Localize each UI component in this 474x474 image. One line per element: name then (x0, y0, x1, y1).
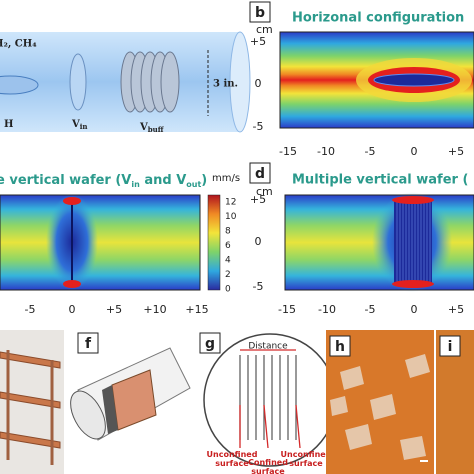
axes-frame (279, 31, 474, 129)
colorbar-tick-label: 8 (225, 227, 231, 237)
x-tick-label: -5 (365, 145, 376, 158)
surface-label-line: Unconfined (281, 450, 332, 459)
x-tick-label: -15 (278, 303, 296, 316)
axis-unit: cm (256, 185, 273, 198)
x-tick-label: -10 (317, 145, 335, 158)
panel-title: Multiple vertical wafer ( (292, 173, 468, 188)
panel-d: d Multiple vertical wafer ( cm (249, 162, 474, 292)
panel-g: g Distance Unconfined surface Confined surf… (199, 332, 337, 474)
panel-f: f (70, 332, 191, 441)
panel-label: b (255, 5, 265, 21)
surface-label-line: surface (215, 459, 249, 468)
y-tick-label: +5 (250, 35, 266, 48)
panel-i: i (436, 330, 474, 474)
panel-title: e vertical wafer (Vin and Vout) (0, 173, 207, 190)
title-subscript: out (186, 180, 201, 189)
axis-unit: cm (256, 23, 273, 36)
panel-label: h (335, 339, 345, 355)
part-label: H (4, 119, 13, 130)
panel-label: f (85, 336, 92, 352)
axes-frame (0, 194, 201, 291)
x-tick-label: 0 (69, 303, 76, 316)
x-tick-label: +15 (185, 303, 208, 316)
panel-label: g (205, 336, 215, 352)
title-part: ) (201, 173, 207, 188)
x-tick-label: -5 (25, 303, 36, 316)
part-labels: H Vin Vbuff (4, 119, 165, 135)
dimension: 3 in. (213, 79, 238, 90)
panel-title: Horizonal configuration (292, 11, 464, 26)
wafer (373, 73, 455, 87)
wafer (69, 53, 87, 111)
x-tick-label: 0 (411, 303, 418, 316)
hot-spot (63, 280, 81, 288)
colorbar-tick-label: 6 (225, 241, 231, 251)
surface-label-line: surface (289, 459, 323, 468)
x-tick-label: -15 (279, 145, 297, 158)
x-tick-label: 0 (411, 145, 418, 158)
axes-frame (284, 194, 474, 291)
x-tick-label: +5 (448, 303, 464, 316)
panel-e (0, 330, 64, 474)
part-label: V (71, 119, 80, 130)
y-tick-label: -5 (253, 120, 264, 133)
colorbar (207, 194, 221, 291)
holder (0, 75, 39, 95)
hot-spot (392, 280, 434, 288)
y-tick-label: -5 (253, 280, 264, 293)
surface-label: Confined surface (248, 458, 288, 474)
hot-spot (392, 196, 434, 204)
surface-label: Unconfined surface (281, 450, 332, 468)
part-label: V (139, 122, 148, 133)
heatmap (0, 195, 200, 290)
x-tick-label: -10 (318, 303, 336, 316)
distance-label: Distance (248, 342, 288, 352)
title-part: e vertical wafer (V (0, 173, 131, 188)
wafer-lines (396, 202, 431, 282)
x-tick-label: +10 (143, 303, 166, 316)
x-tick-label: +5 (448, 145, 464, 158)
panel-label: i (448, 339, 453, 355)
colorbar-tick-label: 10 (225, 212, 237, 222)
panel-b: b Horizonal configuration cm (249, 1, 474, 129)
colorbar-tick-label: 0 (225, 285, 231, 295)
surface-label-line: Confined (248, 458, 288, 467)
tube (0, 32, 240, 132)
wafer-stack (120, 51, 180, 113)
gas-label: H₂, CH₄ (0, 39, 37, 50)
tube-end (229, 31, 251, 133)
surface-label: Unconfined surface (207, 450, 258, 468)
panel-c: e vertical wafer (Vin and Vout) mm/s (0, 173, 240, 291)
surface-label-line: Unconfined (207, 450, 258, 459)
x-tick-label: +5 (106, 303, 122, 316)
wafer-stack (394, 200, 432, 284)
colorbar-unit: mm/s (212, 173, 240, 184)
hot-spot (63, 197, 81, 205)
colorbar-tick-label: 4 (225, 256, 231, 266)
title-part: and V (140, 173, 186, 188)
panel-label: d (255, 166, 265, 182)
part-subscript: buff (148, 125, 165, 134)
title-subscript: in (131, 180, 140, 189)
x-tick-label: -5 (365, 303, 376, 316)
part-subscript: in (80, 122, 88, 131)
colorbar-tick-label: 2 (225, 270, 231, 280)
panel-label-box (249, 1, 271, 23)
y-tick-label: 0 (255, 235, 262, 248)
colorbar-tick-label: 12 (225, 198, 236, 208)
y-tick-label: 0 (255, 77, 262, 90)
panel-label-box (249, 162, 271, 184)
surface-label-line: surface (251, 467, 285, 474)
panel-h: h (326, 330, 434, 474)
y-tick-label: +5 (250, 193, 266, 206)
